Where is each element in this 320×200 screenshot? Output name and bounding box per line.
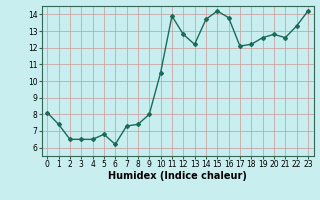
X-axis label: Humidex (Indice chaleur): Humidex (Indice chaleur) — [108, 171, 247, 181]
